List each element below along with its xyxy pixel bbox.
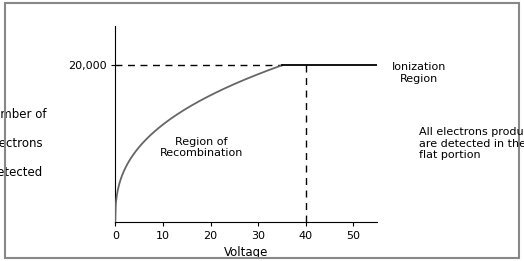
Text: Electrons: Electrons xyxy=(0,137,43,150)
Text: All electrons produced
are detected in the
flat portion: All electrons produced are detected in t… xyxy=(419,127,524,160)
Text: Region of
Recombination: Region of Recombination xyxy=(160,137,244,158)
Text: Detected: Detected xyxy=(0,167,43,179)
Text: Ionization
Region: Ionization Region xyxy=(392,62,446,84)
Text: Number of: Number of xyxy=(0,108,47,121)
X-axis label: Voltage: Voltage xyxy=(224,246,268,259)
